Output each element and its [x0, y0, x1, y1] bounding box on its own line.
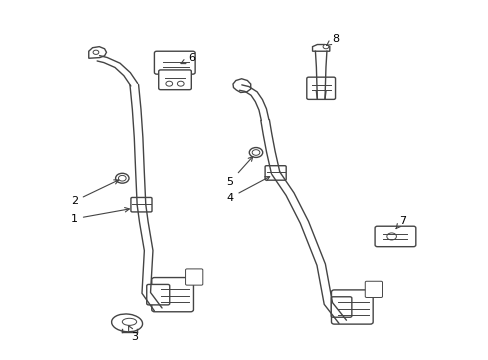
Circle shape	[177, 81, 184, 86]
Ellipse shape	[111, 314, 142, 332]
Text: 5: 5	[226, 157, 252, 187]
Text: 1: 1	[71, 207, 129, 224]
FancyBboxPatch shape	[146, 284, 169, 305]
Text: 4: 4	[226, 177, 269, 203]
FancyBboxPatch shape	[131, 198, 152, 212]
FancyBboxPatch shape	[365, 281, 382, 297]
Text: 6: 6	[181, 53, 195, 64]
Circle shape	[386, 233, 396, 240]
FancyBboxPatch shape	[185, 269, 203, 285]
FancyBboxPatch shape	[154, 51, 195, 74]
FancyBboxPatch shape	[264, 166, 285, 180]
Circle shape	[165, 81, 172, 86]
FancyBboxPatch shape	[159, 70, 191, 90]
Ellipse shape	[122, 318, 137, 325]
FancyBboxPatch shape	[330, 297, 351, 317]
Circle shape	[249, 148, 262, 157]
Polygon shape	[232, 79, 250, 93]
Circle shape	[118, 175, 126, 181]
FancyBboxPatch shape	[374, 226, 415, 247]
Text: 3: 3	[128, 326, 138, 342]
Text: 8: 8	[326, 34, 338, 45]
Circle shape	[115, 173, 129, 183]
Circle shape	[323, 45, 328, 49]
Circle shape	[252, 150, 259, 155]
Polygon shape	[312, 45, 329, 51]
Text: 2: 2	[71, 180, 119, 206]
FancyBboxPatch shape	[151, 278, 193, 312]
Polygon shape	[89, 47, 106, 58]
Circle shape	[93, 50, 99, 54]
FancyBboxPatch shape	[331, 290, 372, 324]
Text: 7: 7	[395, 216, 406, 229]
FancyBboxPatch shape	[306, 77, 335, 99]
